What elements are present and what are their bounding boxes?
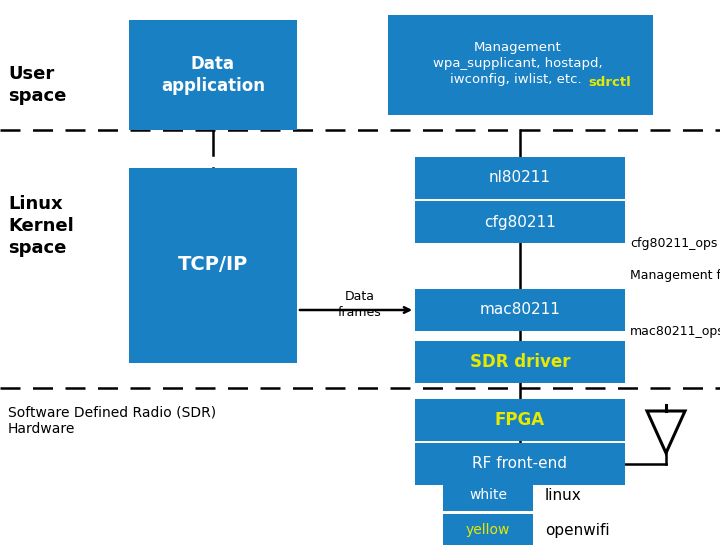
Text: TCP/IP: TCP/IP bbox=[178, 256, 248, 275]
Text: nl80211: nl80211 bbox=[489, 171, 551, 185]
Text: openwifi: openwifi bbox=[545, 523, 610, 537]
Text: white: white bbox=[469, 488, 507, 502]
Bar bbox=[415, 289, 625, 331]
Text: Management frames: Management frames bbox=[630, 269, 720, 282]
Text: Software Defined Radio (SDR)
Hardware: Software Defined Radio (SDR) Hardware bbox=[8, 405, 216, 437]
Bar bbox=[129, 20, 297, 130]
Bar bbox=[443, 514, 533, 545]
Bar bbox=[415, 399, 625, 441]
Bar bbox=[415, 157, 625, 199]
Text: mac80211_ops: mac80211_ops bbox=[630, 325, 720, 338]
Text: mac80211: mac80211 bbox=[480, 302, 560, 318]
Bar bbox=[387, 15, 652, 115]
Text: Data
application: Data application bbox=[161, 55, 265, 95]
Text: Data
frames: Data frames bbox=[338, 290, 382, 319]
Bar bbox=[415, 443, 625, 485]
Text: yellow: yellow bbox=[466, 523, 510, 537]
Text: Management
wpa_supplicant, hostapd,
iwconfig, iwlist, etc.: Management wpa_supplicant, hostapd, iwco… bbox=[433, 40, 603, 86]
Text: FPGA: FPGA bbox=[495, 411, 545, 429]
Text: Linux
Kernel
space: Linux Kernel space bbox=[8, 195, 73, 257]
Bar bbox=[415, 201, 625, 243]
Bar bbox=[443, 479, 533, 511]
Text: RF front-end: RF front-end bbox=[472, 457, 567, 471]
Text: cfg80211: cfg80211 bbox=[484, 215, 556, 229]
Text: sdrctl: sdrctl bbox=[588, 76, 631, 89]
Text: User
space: User space bbox=[8, 65, 66, 105]
Text: SDR driver: SDR driver bbox=[469, 353, 570, 371]
Bar bbox=[415, 341, 625, 383]
Bar bbox=[129, 167, 297, 362]
Text: cfg80211_ops: cfg80211_ops bbox=[630, 238, 717, 251]
Text: linux: linux bbox=[545, 487, 582, 502]
